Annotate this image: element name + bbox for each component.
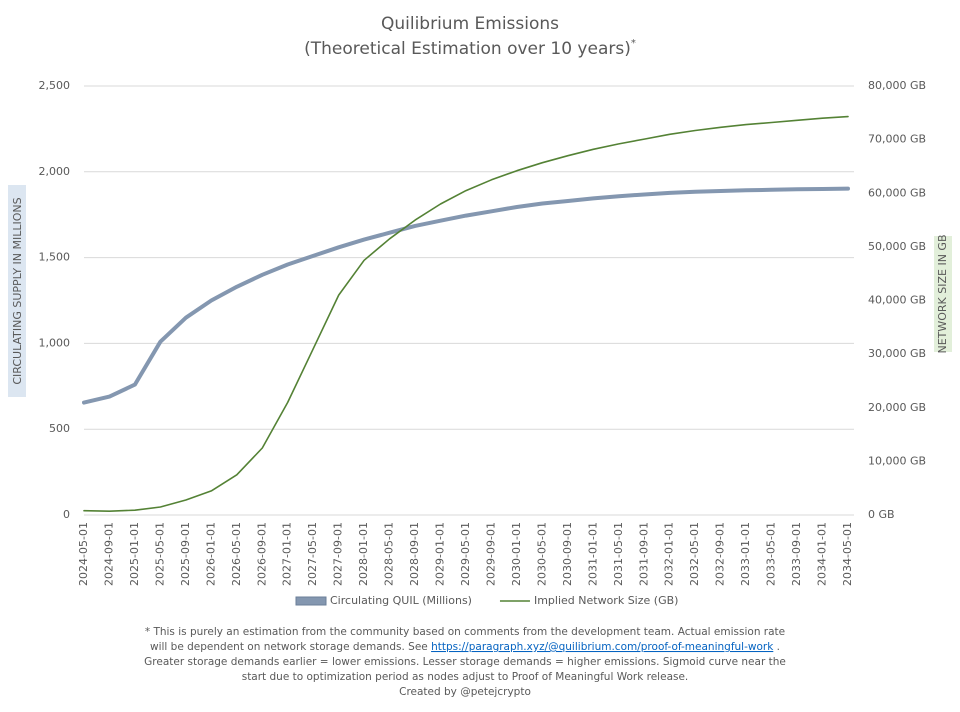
x-tick-label: 2027-01-01 — [281, 522, 294, 586]
y2-tick-label: 20,000 GB — [868, 401, 926, 414]
y-tick-label: 1,000 — [39, 336, 71, 349]
x-tick-label: 2034-01-01 — [816, 522, 829, 586]
x-tick-label: 2029-05-01 — [459, 522, 472, 586]
x-tick-label: 2027-05-01 — [306, 522, 319, 586]
x-tick-label: 2030-01-01 — [510, 522, 523, 586]
series-line — [82, 186, 850, 405]
y2-tick-label: 70,000 GB — [868, 133, 926, 146]
y-tick-label: 500 — [49, 422, 70, 435]
y2-label-bg — [934, 236, 952, 352]
y-tick-label: 1,500 — [39, 251, 71, 264]
x-tick-label: 2025-05-01 — [153, 522, 166, 586]
x-tick-label: 2031-05-01 — [612, 522, 625, 586]
y-tick-label: 2,500 — [39, 79, 71, 92]
x-tick-label: 2026-01-01 — [204, 522, 217, 586]
footnote-line: start due to optimization period as node… — [242, 671, 689, 683]
subtitle-text: (Theoretical Estimation over 10 years) — [304, 39, 631, 59]
footnote-line: will be dependent on network storage dem… — [150, 641, 780, 653]
footnote-credit: Created by @petejcrypto — [399, 686, 531, 698]
y-label-bg — [8, 185, 26, 397]
x-tick-label: 2024-05-01 — [77, 522, 90, 586]
x-tick-label: 2031-01-01 — [586, 522, 599, 586]
x-tick-label: 2029-01-01 — [434, 522, 447, 586]
x-tick-label: 2033-01-01 — [739, 522, 752, 586]
footnote-text: . — [773, 641, 780, 653]
chart-title: Quilibrium Emissions — [381, 14, 559, 34]
subtitle-mark: * — [631, 38, 636, 49]
y-tick-label: 0 — [63, 508, 70, 521]
y-axis-label: CIRCULATING SUPPLY IN MILLIONS — [11, 197, 24, 384]
footnote-text: will be dependent on network storage dem… — [150, 641, 431, 653]
x-tick-label: 2028-05-01 — [383, 522, 396, 586]
y2-tick-label: 0 GB — [868, 508, 895, 521]
x-tick-label: 2034-05-01 — [841, 522, 854, 586]
x-tick-label: 2029-09-01 — [484, 522, 497, 586]
x-tick-label: 2032-09-01 — [714, 522, 727, 586]
y2-tick-label: 10,000 GB — [868, 454, 926, 467]
footnote-line: * This is purely an estimation from the … — [145, 626, 785, 638]
x-tick-label: 2030-05-01 — [535, 522, 548, 586]
legend-label: Circulating QUIL (Millions) — [330, 594, 472, 607]
footnote-link[interactable]: https://paragraph.xyz/@quilibrium.com/pr… — [431, 641, 774, 653]
y2-tick-label: 30,000 GB — [868, 347, 926, 360]
x-tick-label: 2028-01-01 — [357, 522, 370, 586]
y-tick-label: 2,000 — [39, 165, 71, 178]
y2-tick-label: 40,000 GB — [868, 294, 926, 307]
x-tick-label: 2030-09-01 — [561, 522, 574, 586]
x-tick-label: 2024-09-01 — [102, 522, 115, 586]
x-tick-label: 2025-09-01 — [179, 522, 192, 586]
chart-subtitle: (Theoretical Estimation over 10 years)* — [304, 38, 636, 59]
legend-swatch — [295, 596, 327, 606]
y2-axis-label: NETWORK SIZE IN GB — [936, 234, 949, 353]
y2-tick-label: 50,000 GB — [868, 240, 926, 253]
legend-label: Implied Network Size (GB) — [534, 594, 678, 607]
y2-tick-label: 60,000 GB — [868, 186, 926, 199]
x-tick-label: 2027-09-01 — [332, 522, 345, 586]
footnote-line: Greater storage demands earlier = lower … — [144, 656, 786, 668]
y2-tick-label: 80,000 GB — [868, 79, 926, 92]
x-tick-label: 2026-09-01 — [255, 522, 268, 586]
x-tick-label: 2031-09-01 — [637, 522, 650, 586]
x-tick-label: 2026-05-01 — [230, 522, 243, 586]
series-line — [83, 115, 849, 512]
x-tick-label: 2028-09-01 — [408, 522, 421, 586]
x-tick-label: 2025-01-01 — [128, 522, 141, 586]
x-tick-label: 2033-05-01 — [765, 522, 778, 586]
x-tick-label: 2032-05-01 — [688, 522, 701, 586]
x-tick-label: 2033-09-01 — [790, 522, 803, 586]
x-tick-label: 2032-01-01 — [663, 522, 676, 586]
